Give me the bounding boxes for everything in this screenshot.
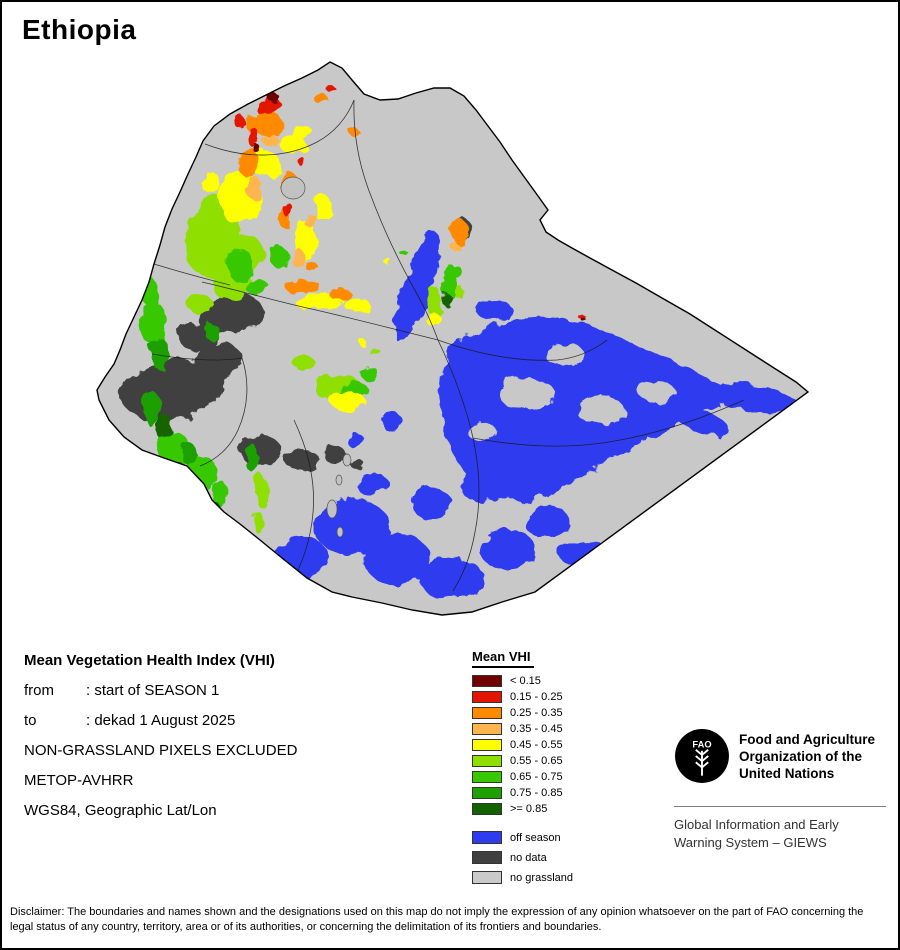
legend-item: 0.15 - 0.25 <box>472 691 573 703</box>
vhi-lt-015-layer <box>254 94 586 322</box>
map-subtitle: Mean Vegetation Health Index (VHI) <box>24 652 275 669</box>
from-label: from <box>24 682 54 699</box>
legend-item: no data <box>472 851 573 864</box>
giews-line: Warning System – GIEWS <box>674 835 827 850</box>
legend-item: 0.55 - 0.65 <box>472 755 573 767</box>
to-label: to <box>24 712 37 729</box>
disclaimer: Disclaimer: The boundaries and names sho… <box>10 906 864 933</box>
legend-swatch <box>472 831 502 844</box>
legend-label: no grassland <box>510 871 573 884</box>
legend-item: 0.65 - 0.75 <box>472 771 573 783</box>
legend-label: 0.45 - 0.55 <box>510 739 563 751</box>
period-to: to : dekad 1 August 2025 <box>24 706 297 736</box>
fao-name-line: Food and Agriculture <box>739 732 875 747</box>
fao-name-line: Organization of the <box>739 749 862 764</box>
lake-tana <box>280 176 306 200</box>
from-value: : start of SEASON 1 <box>86 682 220 699</box>
divider <box>674 806 886 807</box>
legend-item: 0.45 - 0.55 <box>472 739 573 751</box>
legend-swatch <box>472 803 502 815</box>
legend-item: 0.75 - 0.85 <box>472 787 573 799</box>
legend-label: 0.15 - 0.25 <box>510 691 563 703</box>
legend-swatch <box>472 739 502 751</box>
legend-label: 0.25 - 0.35 <box>510 707 563 719</box>
vhi-075-085-layer <box>143 324 259 472</box>
vhi-035-045-layer <box>245 135 459 267</box>
legend-swatch <box>472 723 502 735</box>
legend-item: off season <box>472 831 573 844</box>
fao-logo: FAO <box>675 729 729 783</box>
mask-note: NON-GRASSLAND PIXELS EXCLUDED <box>24 742 298 759</box>
fao-block: FAO Food and Agriculture Organization of… <box>674 728 886 852</box>
legend-swatch <box>472 675 502 687</box>
legend-label: 0.55 - 0.65 <box>510 755 563 767</box>
legend-swatch <box>472 871 502 884</box>
sensor-note: METOP-AVHRR <box>24 772 134 789</box>
giews-line: Global Information and Early <box>674 817 839 832</box>
legend-swatch <box>472 691 502 703</box>
off-season-gaps <box>468 343 675 442</box>
page-title: Ethiopia <box>22 14 137 45</box>
legend-item: 0.25 - 0.35 <box>472 707 573 719</box>
legend-item: >= 0.85 <box>472 803 573 815</box>
legend-item: no grassland <box>472 871 573 884</box>
fao-logo-text: FAO <box>692 740 711 750</box>
legend-swatch <box>472 771 502 783</box>
legend-extras: off season no data no grassland <box>472 831 573 884</box>
legend-swatch <box>472 851 502 864</box>
fao-identity: FAO Food and Agriculture Organization of… <box>674 728 886 790</box>
to-value: : dekad 1 August 2025 <box>86 712 236 729</box>
legend: Mean VHI < 0.15 0.15 - 0.25 0.25 - 0.35 … <box>472 648 573 891</box>
map-info-block: Mean Vegetation Health Index (VHI) from:… <box>24 646 297 826</box>
legend-label: 0.75 - 0.85 <box>510 787 563 799</box>
legend-label: 0.35 - 0.45 <box>510 723 563 735</box>
period-from: from : start of SEASON 1 <box>24 676 297 706</box>
lakes <box>280 176 352 538</box>
legend-swatch <box>472 707 502 719</box>
admin-boundaries <box>151 99 745 592</box>
legend-item: < 0.15 <box>472 675 573 687</box>
fao-name: Food and Agriculture Organization of the… <box>739 728 875 782</box>
legend-label: no data <box>510 851 547 864</box>
vhi-015-025-layer <box>234 87 585 320</box>
fao-name-line: United Nations <box>739 766 835 781</box>
legend-label: >= 0.85 <box>510 803 548 815</box>
legend-label: < 0.15 <box>510 675 541 687</box>
legend-swatch <box>472 755 502 767</box>
projection-note: WGS84, Geographic Lat/Lon <box>24 802 217 819</box>
legend-label: 0.65 - 0.75 <box>510 771 563 783</box>
legend-item: 0.35 - 0.45 <box>472 723 573 735</box>
legend-label: off season <box>510 831 561 844</box>
wheat-icon <box>695 749 709 776</box>
legend-title: Mean VHI <box>472 649 534 668</box>
legend-classes: < 0.15 0.15 - 0.25 0.25 - 0.35 0.35 - 0.… <box>472 675 573 815</box>
giews-caption: Global Information and Early Warning Sys… <box>674 816 886 852</box>
legend-swatch <box>472 787 502 799</box>
